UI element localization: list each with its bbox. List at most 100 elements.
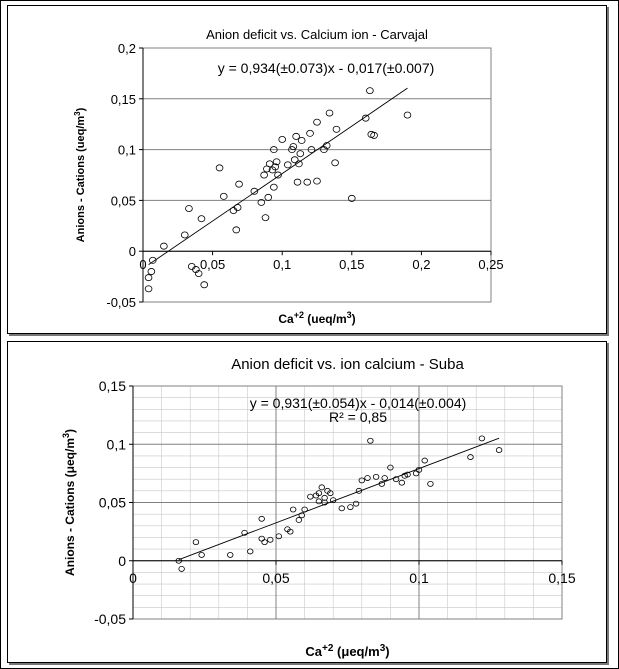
x-axis-label: Ca+2 (ueq/m3) bbox=[278, 310, 355, 326]
chart-panel-carvajal: 0 0,05 0,1 0,15 0,2 0,25 -0,05 0 0,05 0,1 0,15 0,2 A… bbox=[7, 5, 607, 334]
data-point bbox=[303, 178, 312, 186]
x-tick-label: 0 bbox=[129, 570, 137, 586]
data-point bbox=[235, 180, 243, 188]
regression-equation: y = 0,931(±0.054)x - 0,014(±0.004) bbox=[250, 395, 467, 411]
x-axis-label-unit-sup: 3 bbox=[380, 643, 386, 654]
regression-equation: y = 0,934(±0.073)x - 0,017(±0.007) bbox=[218, 60, 435, 76]
data-point bbox=[200, 281, 209, 289]
data-point bbox=[325, 109, 334, 117]
data-point bbox=[147, 268, 156, 275]
y-axis-label: Anions - Cations (μeq/m3) bbox=[61, 429, 77, 576]
y-tick-label: 0,05 bbox=[111, 193, 136, 208]
data-point bbox=[327, 490, 334, 497]
data-point bbox=[247, 548, 254, 555]
data-point bbox=[258, 515, 265, 522]
data-point bbox=[421, 457, 428, 464]
x-tick-label: 0,1 bbox=[273, 257, 291, 272]
data-point bbox=[315, 490, 323, 497]
y-axis-label-sup: 3 bbox=[73, 111, 82, 116]
data-point bbox=[261, 214, 270, 222]
data-point bbox=[361, 114, 370, 122]
y-tick-label: 0,2 bbox=[118, 41, 136, 56]
y-axis-label-main: Anions - Cations (ueq/m bbox=[75, 116, 87, 243]
x-tick-label: 0,25 bbox=[478, 257, 503, 272]
y-tick-label: 0,1 bbox=[107, 436, 127, 452]
data-point bbox=[330, 497, 337, 504]
data-point bbox=[250, 187, 259, 195]
x-axis-label-base: Ca bbox=[305, 644, 322, 659]
data-point bbox=[257, 198, 266, 206]
chart-carvajal: 0 0,05 0,1 0,15 0,2 0,25 -0,05 0 0,05 0,1 0,15 0,2 A… bbox=[73, 27, 504, 326]
x-axis-label-unit-sup: 3 bbox=[347, 310, 352, 320]
data-point bbox=[267, 536, 274, 543]
y-axis-label-end: ) bbox=[63, 429, 77, 433]
data-point bbox=[347, 194, 356, 202]
y-tick-label: 0,1 bbox=[118, 143, 136, 158]
data-points bbox=[144, 87, 412, 293]
y-axis-label-main: Anions - Cations (μeq/m bbox=[63, 438, 77, 576]
chart-suba: 0 0,05 0,1 0,15 -0,05 0 0,05 0,1 0,15 Anion defic… bbox=[61, 356, 576, 660]
data-point bbox=[260, 171, 268, 179]
data-point bbox=[403, 111, 412, 119]
x-axis-label-end: ) bbox=[385, 644, 389, 659]
x-tick-label: 0,05 bbox=[200, 257, 225, 272]
data-point bbox=[219, 192, 228, 200]
data-point bbox=[233, 204, 242, 211]
data-point bbox=[160, 242, 168, 250]
data-point bbox=[467, 454, 474, 460]
data-point bbox=[194, 270, 203, 278]
data-point bbox=[358, 477, 365, 484]
data-point bbox=[404, 471, 411, 478]
y-tick-label: -0,05 bbox=[106, 295, 136, 310]
data-point bbox=[367, 437, 374, 444]
data-point bbox=[313, 118, 321, 126]
data-point bbox=[296, 150, 305, 158]
data-point bbox=[320, 146, 328, 154]
x-tick-label: 0,05 bbox=[262, 570, 289, 586]
data-point bbox=[318, 484, 325, 491]
x-tick-label: 0,2 bbox=[412, 257, 430, 272]
x-axis-label-sup: +2 bbox=[322, 643, 334, 654]
data-point bbox=[378, 480, 386, 487]
y-tick-label: 0,15 bbox=[111, 92, 136, 107]
data-point bbox=[306, 129, 314, 137]
data-point bbox=[364, 475, 371, 481]
trend-line bbox=[148, 87, 408, 266]
x-tick-label: 0,15 bbox=[339, 257, 364, 272]
chart-title: Anion deficit vs. Calcium ion - Carvajal bbox=[206, 27, 428, 42]
y-axis-label-end: ) bbox=[75, 107, 87, 111]
data-point bbox=[292, 132, 300, 140]
data-point bbox=[352, 500, 360, 507]
chart-title: Anion deficit vs. ion calcium - Suba bbox=[231, 356, 464, 373]
data-point bbox=[215, 164, 224, 172]
r-squared-label: R² = 0,85 bbox=[329, 409, 387, 425]
data-point bbox=[197, 215, 206, 223]
chart-panel-suba: 0 0,05 0,1 0,15 -0,05 0 0,05 0,1 0,15 Anion defic… bbox=[7, 341, 607, 663]
x-axis-label-unit: (ueq/m bbox=[304, 312, 347, 326]
data-point bbox=[264, 193, 273, 201]
data-point bbox=[272, 158, 281, 166]
x-tick-label: 0,15 bbox=[548, 570, 575, 586]
data-point bbox=[283, 161, 292, 169]
y-tick-label: 0,05 bbox=[99, 495, 126, 511]
x-axis-label: Ca+2 (μeq/m3) bbox=[305, 643, 389, 660]
x-tick-label: 0,1 bbox=[409, 570, 429, 586]
data-point bbox=[271, 163, 280, 171]
data-point bbox=[144, 285, 153, 293]
data-point bbox=[370, 131, 378, 139]
y-axis-label-sup: 3 bbox=[61, 433, 71, 438]
data-point bbox=[392, 476, 400, 483]
trend-line bbox=[178, 437, 500, 561]
data-point bbox=[148, 256, 157, 264]
data-point bbox=[287, 528, 294, 535]
data-point bbox=[372, 473, 380, 480]
data-point bbox=[313, 177, 321, 185]
data-point bbox=[495, 447, 503, 453]
data-point bbox=[331, 159, 339, 167]
data-point bbox=[261, 539, 268, 546]
y-tick-label: 0,15 bbox=[99, 378, 126, 394]
data-point bbox=[275, 533, 283, 540]
data-point bbox=[185, 205, 193, 212]
data-point bbox=[338, 505, 345, 512]
data-point bbox=[293, 178, 302, 186]
